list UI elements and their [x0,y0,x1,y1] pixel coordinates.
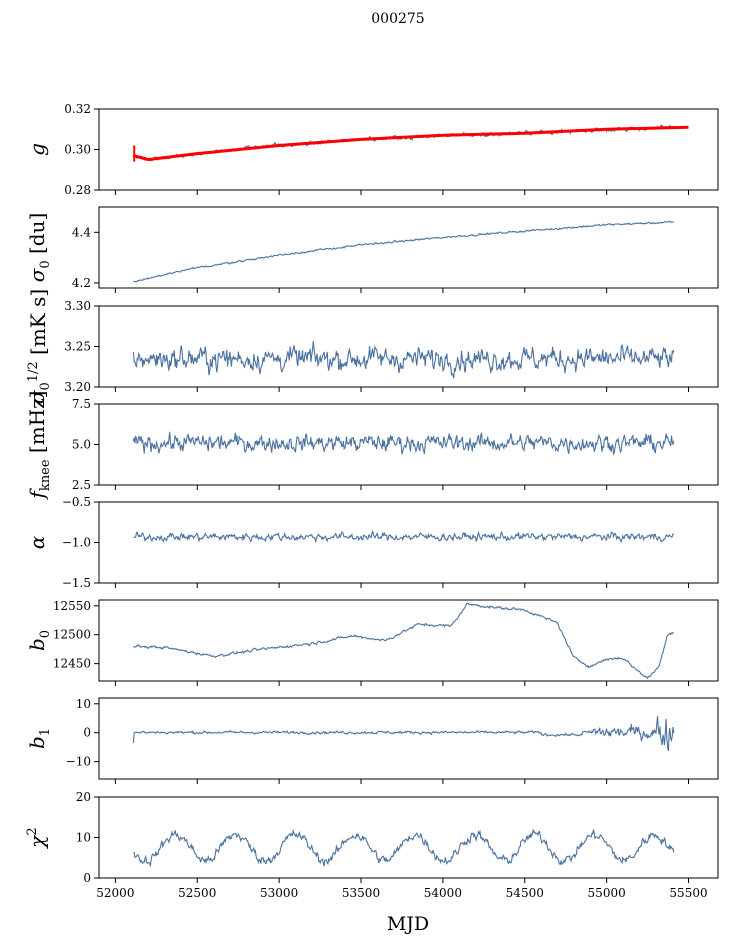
y-tick-label: 12500 [53,628,91,642]
series-line-fknee [132,431,675,456]
panel-b0: 12450 12500 12550 b0 [25,599,719,686]
y-tick-label: 3.25 [64,340,91,354]
x-tick-label: 53500 [342,886,380,900]
y-tick-label: 12550 [53,599,91,613]
y-axis-label-b0: b0 [25,630,53,651]
y-tick-label: 3.20 [64,380,91,394]
y-tick-label: 0 [83,726,91,740]
axes-frame-alpha [98,501,719,584]
y-tick-label: −10 [66,755,91,769]
y-tick-label: 5.0 [72,438,91,452]
x-tick-label: 55500 [669,886,707,900]
axes-frame-fknee [98,403,719,486]
y-tick-label: 10 [76,697,91,711]
x-tick-label: 55000 [588,886,626,900]
series-line-alpha [133,529,675,544]
panel-alpha: −1.5 −1.0 −0.5 α [25,495,719,590]
panels: 0.28 0.30 0.32 g 4.2 4.4 σ0 [du] 3.20 3.25 3.30 σ0… [25,102,719,900]
y-tick-label: 0.30 [64,143,91,157]
panel-b1: −10 0 10 b1 [25,697,719,784]
y-axis-label-b1: b1 [25,728,53,749]
y-tick-label: 20 [76,790,91,804]
axes-frame-sigma0 [98,206,719,289]
y-tick-label: 7.5 [72,397,91,411]
y-tick-label: 0 [83,871,91,885]
panel-g: 0.28 0.30 0.32 g [25,102,719,197]
series-line-chi2 [133,828,675,868]
y-tick-label: 2.5 [72,478,91,492]
y-axis-label-sigma0: σ0 [du] [25,213,53,283]
axes-frame-b0 [98,599,719,682]
y-tick-label: 12450 [53,657,91,671]
series-line-b0 [133,602,674,680]
series-line-sigma0_phys [132,340,675,379]
axes-frame-sigma0_phys [98,305,719,388]
y-tick-label: 10 [76,831,91,845]
y-axis-label-sigma0_phys: σ01/2 [mK s] [25,289,53,404]
y-axis-label-chi2: χ2 [25,827,49,849]
x-tick-label: 52500 [178,886,216,900]
panel-fknee: 2.5 5.0 7.5 fknee [mHz] [25,391,719,501]
x-tick-label: 52000 [96,886,134,900]
x-tick-label: 53000 [260,886,298,900]
y-tick-label: −0.5 [62,495,91,509]
y-tick-label: 0.28 [64,183,91,197]
panel-sigma0_phys: 3.20 3.25 3.30 σ01/2 [mK s] [25,289,719,404]
series-line-b1 [132,716,675,752]
series-line-sigma0 [133,220,675,283]
y-tick-label: −1.0 [62,536,91,550]
y-axis-label-fknee: fknee [mHz] [25,391,53,501]
fit-line-g [133,125,689,162]
x-axis-label: MJD [387,913,429,935]
panel-chi2: 0 10 20 52000 52500 53000 53500 54000 54500 55000… [25,790,719,900]
y-tick-label: 4.4 [72,225,91,239]
x-tick-label: 54000 [424,886,462,900]
x-tick-label: 54500 [506,886,544,900]
y-tick-label: 3.30 [64,299,91,313]
axes-frame-b1 [98,697,719,780]
y-axis-label-alpha: α [25,535,49,549]
y-tick-label: 4.2 [72,276,91,290]
y-axis-label-g: g [25,143,49,156]
y-tick-label: 0.32 [64,102,91,116]
y-tick-label: −1.5 [62,576,91,590]
axes-frame-g [98,108,719,191]
figure-title: 000275 [371,11,424,27]
panel-sigma0: 4.2 4.4 σ0 [du] [25,206,719,293]
